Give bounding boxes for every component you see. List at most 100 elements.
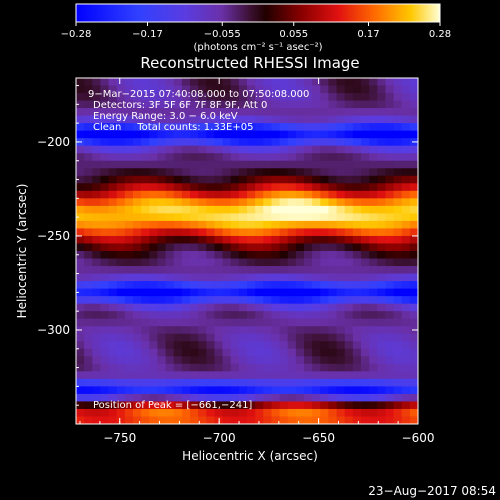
- heatmap-cell: [100, 371, 110, 380]
- heatmap-cell: [84, 401, 93, 410]
- heatmap-cell: [361, 93, 370, 102]
- heatmap-cell: [247, 220, 256, 229]
- heatmap-cell: [344, 311, 354, 320]
- heatmap-cell: [271, 416, 281, 424]
- heatmap-cell: [320, 123, 329, 132]
- heatmap-cell: [108, 115, 118, 124]
- heatmap-cell: [409, 296, 418, 305]
- heatmap-cell: [304, 393, 313, 402]
- heatmap-cell: [149, 243, 158, 252]
- heatmap-cell: [238, 168, 248, 177]
- heatmap-cell: [124, 326, 134, 335]
- heatmap-cell: [108, 130, 118, 139]
- heatmap-cell: [255, 168, 264, 177]
- heatmap-cell: [133, 183, 142, 192]
- heatmap-cell: [377, 251, 386, 260]
- heatmap-cell: [312, 138, 321, 147]
- heatmap-cell: [393, 198, 403, 207]
- heatmap-cell: [108, 175, 118, 184]
- heatmap-cell: [344, 356, 354, 365]
- heatmap-cell: [190, 266, 199, 275]
- heatmap-cell: [206, 138, 215, 147]
- heatmap-cell: [173, 258, 183, 267]
- heatmap-cell: [141, 123, 150, 132]
- heatmap-cell: [76, 213, 85, 222]
- heatmap-cell: [222, 115, 232, 124]
- heatmap-cell: [84, 243, 93, 252]
- heatmap-cell: [116, 393, 126, 402]
- heatmap-cell: [92, 220, 101, 229]
- heatmap-cell: [263, 183, 272, 192]
- heatmap-cell: [149, 408, 158, 417]
- heatmap-cell: [230, 130, 240, 139]
- heatmap-cell: [181, 296, 191, 305]
- heatmap-cell: [181, 228, 191, 237]
- heatmap-cell: [328, 273, 338, 282]
- heatmap-cell: [230, 281, 240, 290]
- heatmap-cell: [190, 130, 199, 139]
- heatmap-cell: [238, 296, 248, 305]
- heatmap-cell: [206, 228, 215, 237]
- heatmap-cell: [157, 333, 167, 342]
- heatmap-cell: [198, 251, 207, 260]
- heatmap-cell: [124, 378, 134, 387]
- heatmap-cell: [352, 386, 362, 395]
- heatmap-cell: [157, 183, 167, 192]
- heatmap-cell: [279, 356, 289, 365]
- heatmap-cell: [247, 363, 256, 372]
- heatmap-cell: [100, 333, 110, 342]
- heatmap-cell: [238, 318, 248, 327]
- heatmap-cell: [157, 228, 167, 237]
- heatmap-cell: [255, 235, 264, 244]
- heatmap-cell: [328, 281, 338, 290]
- heatmap-cell: [141, 273, 150, 282]
- heatmap-cell: [369, 190, 378, 199]
- x-axis: −750 −700 −650 −600: [79, 78, 434, 445]
- heatmap-cell: [304, 198, 313, 207]
- heatmap-cell: [222, 266, 232, 275]
- heatmap-cell: [116, 190, 126, 199]
- heatmap-cell: [369, 145, 378, 154]
- heatmap-cell: [222, 371, 232, 380]
- heatmap-cell: [247, 190, 256, 199]
- heatmap-cell: [181, 100, 191, 109]
- heatmap-cell: [271, 326, 281, 335]
- heatmap-cell: [336, 371, 346, 380]
- heatmap-cell: [92, 288, 101, 297]
- heatmap-cell: [76, 228, 85, 237]
- heatmap-cell: [361, 333, 370, 342]
- heatmap-cell: [295, 235, 305, 244]
- heatmap-cell: [230, 115, 240, 124]
- heatmap-cell: [181, 401, 191, 410]
- heatmap-cell: [157, 296, 167, 305]
- heatmap-cell: [312, 348, 321, 357]
- heatmap-cell: [320, 326, 329, 335]
- heatmap-cell: [230, 258, 240, 267]
- heatmap-cell: [247, 153, 256, 162]
- heatmap-cell: [377, 228, 386, 237]
- heatmap-cell: [336, 281, 346, 290]
- heatmap-cell: [312, 371, 321, 380]
- heatmap-cell: [157, 386, 167, 395]
- heatmap-cell: [198, 371, 207, 380]
- heatmap-cell: [100, 356, 110, 365]
- heatmap-cell: [124, 220, 134, 229]
- heatmap-cell: [214, 213, 224, 222]
- heatmap-cell: [312, 220, 321, 229]
- x-axis-label: Heliocentric X (arcsec): [182, 449, 318, 463]
- heatmap-cell: [328, 153, 338, 162]
- heatmap-cell: [84, 138, 93, 147]
- heatmap-cell: [149, 220, 158, 229]
- heatmap-cell: [263, 235, 272, 244]
- heatmap-cell: [409, 318, 418, 327]
- heatmap-cell: [352, 160, 362, 169]
- heatmap-cell: [238, 205, 248, 214]
- heatmap-cell: [336, 130, 346, 139]
- heatmap-cell: [84, 85, 93, 94]
- heatmap-cell: [157, 243, 167, 252]
- heatmap-cell: [344, 273, 354, 282]
- heatmap-cell: [352, 168, 362, 177]
- heatmap-cell: [271, 266, 281, 275]
- heatmap-cell: [76, 416, 85, 424]
- heatmap-cell: [149, 123, 158, 132]
